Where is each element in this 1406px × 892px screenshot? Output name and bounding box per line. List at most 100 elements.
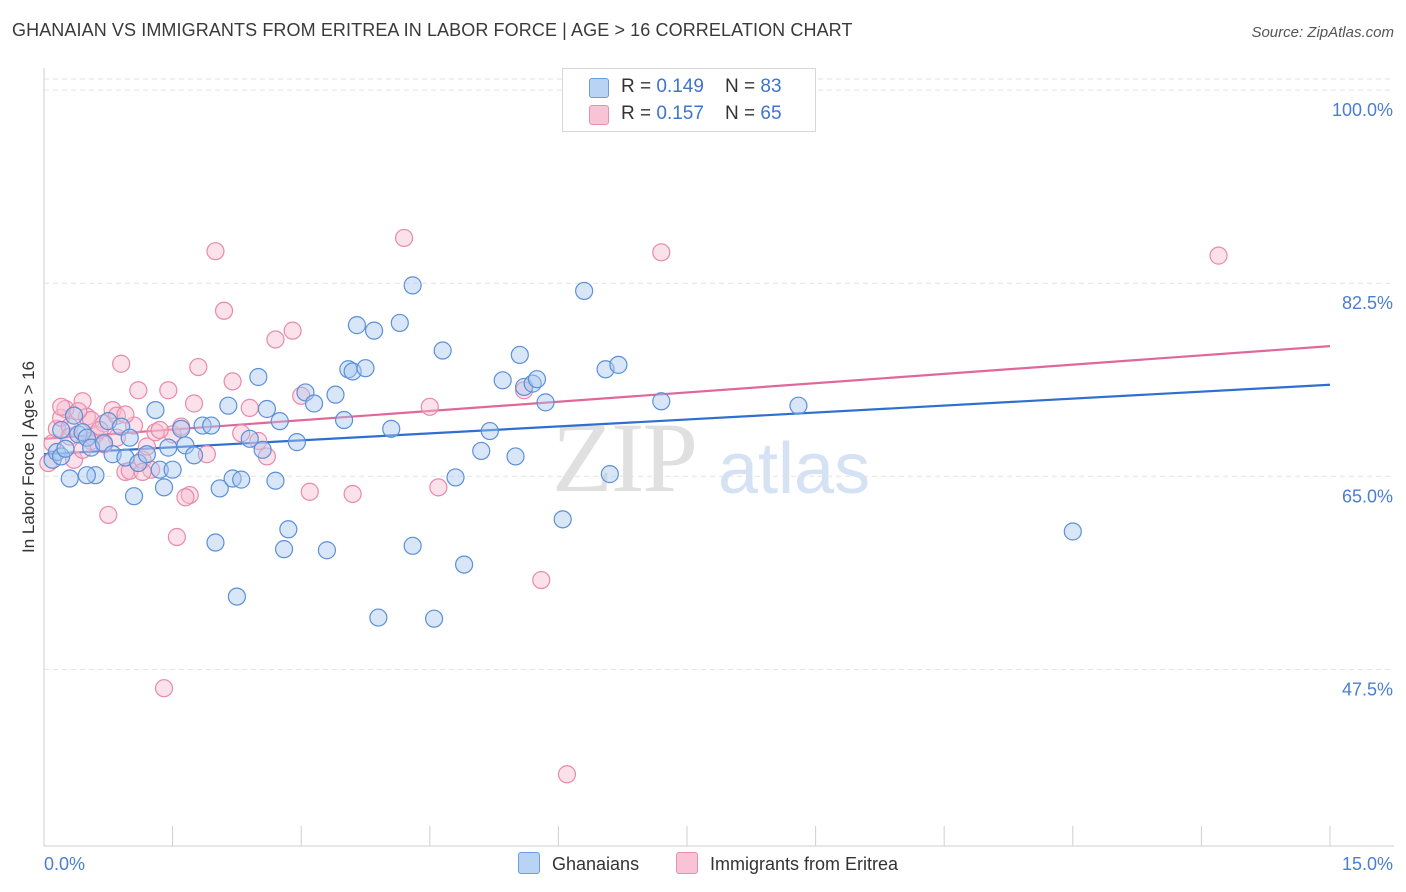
legend-r-label: R = [621,103,657,124]
eritrea-point [189,357,208,377]
eritrea-point [429,478,448,497]
eritrea-point [129,381,148,400]
ghanaian-point [789,396,808,415]
ghanaian-point [287,433,307,452]
ghanaian-point [536,393,555,412]
bottom-legend-label: Ghanaians [552,854,640,874]
legend-swatch-pink [589,105,609,125]
eritrea-point [116,405,135,424]
eritrea-point [240,398,259,417]
y-tick-label: 47.5% [1342,679,1393,699]
bottom-legend-eritrea: Immigrants from Eritrea [676,852,898,875]
ghanaian-point [433,341,452,360]
eritrea-point [1209,246,1228,265]
ghanaian-point [77,428,96,447]
ghanaian-point [56,439,75,458]
eritrea-point [167,527,186,547]
legend-swatch-blue [589,78,609,98]
ghanaian-point [279,520,298,539]
eritrea-point [394,228,414,248]
ghanaian-point [334,410,354,430]
ghanaian-point [154,478,174,497]
source-label: Source: ZipAtlas.com [1251,24,1394,41]
y-axis-title: In Labor Force | Age > 16 [19,361,38,553]
x-tick-label: 15.0% [1342,854,1393,874]
axis-labels: 100.0% 82.5% 65.0% 47.5% 0.0% 15.0% In Labor F… [19,100,1393,874]
ghanaian-point [390,313,409,333]
chart-title: GHANAIAN VS IMMIGRANTS FROM ERITREA IN L… [12,20,853,40]
ghanaian-point [652,392,671,411]
ghanaian-point [137,445,156,464]
ghanaian-point [506,447,525,466]
ghanaian-point [150,460,169,479]
data-points [39,228,1228,784]
ghanaian-point [274,540,294,559]
ghanaian-point [356,359,375,378]
bottom-legend-swatch-pink [676,852,698,874]
bottom-legend-label: Immigrants from Eritrea [710,854,899,874]
ghanaian-point [609,355,628,374]
ghanaian-point [52,420,71,440]
ghanaian-point [480,421,499,441]
eritrea-point [223,372,242,391]
ghanaian-point [163,460,182,479]
ghanaian-point [266,471,285,490]
ghanaian-point [364,321,384,340]
ghanaian-point [270,412,289,431]
eritrea-point [266,330,285,349]
legend-n-value: 65 [760,103,782,124]
ghanaian-point [1063,522,1082,541]
ghanaian-point [403,276,422,295]
ghanaian-point [253,440,272,459]
eritrea-point [159,381,178,400]
ghanaian-point [210,479,229,498]
ghanaian-point [124,487,144,506]
eritrea-point [283,321,302,340]
ghanaian-point [227,587,246,606]
eritrea-point [99,505,118,525]
gridlines [44,78,1394,670]
ghanaian-point [257,399,277,419]
ghanaian-point [347,316,367,335]
y-tick-label: 82.5% [1342,293,1393,313]
ghanaian-point [146,400,165,420]
ghanaian-point [424,609,444,628]
eritrea-point [420,397,439,416]
ghanaian-point [326,385,345,404]
ghanaian-point [184,446,204,465]
legend-n-label: N = [725,76,761,97]
stats-legend: R = 0.149 N = 83 R = 0.157 N = 65 [562,68,816,132]
eritrea-point [176,488,195,507]
ghanaian-point [120,428,139,447]
eritrea-point [214,301,234,320]
eritrea-point [532,570,551,590]
bottom-legend-ghanaians: Ghanaians [518,852,639,875]
eritrea-point [154,679,174,698]
y-tick-label: 65.0% [1342,486,1393,506]
legend-r-label: R = [621,76,657,97]
bottom-legend-swatch-blue [518,852,540,874]
ghanaian-point [493,371,512,390]
ghanaian-point [206,533,225,552]
ghanaian-point [600,465,619,484]
ghanaian-point [232,470,251,489]
ghanaian-point [553,510,572,529]
ghanaian-point [446,468,465,487]
ghanaian-point [510,345,529,365]
ghanaian-point [369,608,388,627]
ghanaian-point [77,466,96,485]
eritrea-point [112,354,131,373]
eritrea-point [652,243,671,262]
eritrea-point [300,482,319,501]
ghanaian-point [172,419,191,438]
ghanaian-point [472,441,491,461]
eritrea-trend-line [43,344,1331,440]
eritrea-point [150,420,169,440]
ghanaian-point [159,438,178,457]
ghanaian-point [60,469,79,488]
ghanaian-point [219,396,238,415]
legend-r-value: 0.149 [656,76,704,97]
eritrea-point [137,437,156,456]
ghanaian-point [454,555,474,574]
legend-r-value: 0.157 [656,103,704,124]
